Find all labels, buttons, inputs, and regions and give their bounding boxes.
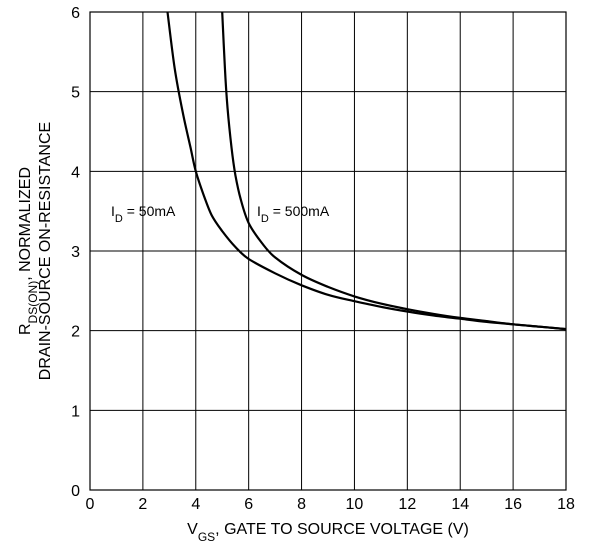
y-tick-label: 4	[71, 164, 80, 181]
x-tick-label: 0	[86, 496, 95, 513]
y-tick-label: 0	[71, 483, 80, 500]
x-tick-label: 2	[138, 496, 147, 513]
y-tick-label: 6	[71, 5, 80, 22]
grid	[89, 11, 567, 491]
plot-frame	[89, 11, 567, 491]
series-label-500ma: ID = 500mA	[257, 203, 330, 225]
x-axis-label: VGS, GATE TO SOURCE VOLTAGE (V)	[187, 521, 469, 544]
y-axis-label-line2: DRAIN-SOURCE ON-RESISTANCE	[37, 122, 54, 380]
series-label-50ma: ID = 50mA	[111, 203, 176, 225]
y-tick-labels: 0 1 2 3 4 5 6	[71, 5, 80, 500]
x-tick-label: 18	[557, 496, 575, 513]
y-axis-label-line1: RDS(ON), NORMALIZED	[17, 167, 40, 335]
y-tick-label: 3	[71, 244, 80, 261]
x-tick-label: 12	[398, 496, 416, 513]
x-tick-label: 8	[297, 496, 306, 513]
series-line-500ma	[221, 11, 567, 331]
x-tick-label: 14	[451, 496, 469, 513]
series-line-50ma	[166, 11, 567, 331]
x-tick-label: 6	[244, 496, 253, 513]
y-axis-label: RDS(ON), NORMALIZED DRAIN-SOURCE ON-RESI…	[17, 122, 54, 380]
y-tick-label: 5	[71, 85, 80, 102]
curves	[166, 11, 567, 331]
x-tick-labels: 0 2 4 6 8 10 12 14 16 18	[86, 496, 575, 513]
x-tick-label: 10	[346, 496, 364, 513]
x-tick-label: 16	[504, 496, 522, 513]
y-tick-label: 1	[71, 403, 80, 420]
x-tick-label: 4	[191, 496, 200, 513]
y-tick-label: 2	[71, 324, 80, 341]
